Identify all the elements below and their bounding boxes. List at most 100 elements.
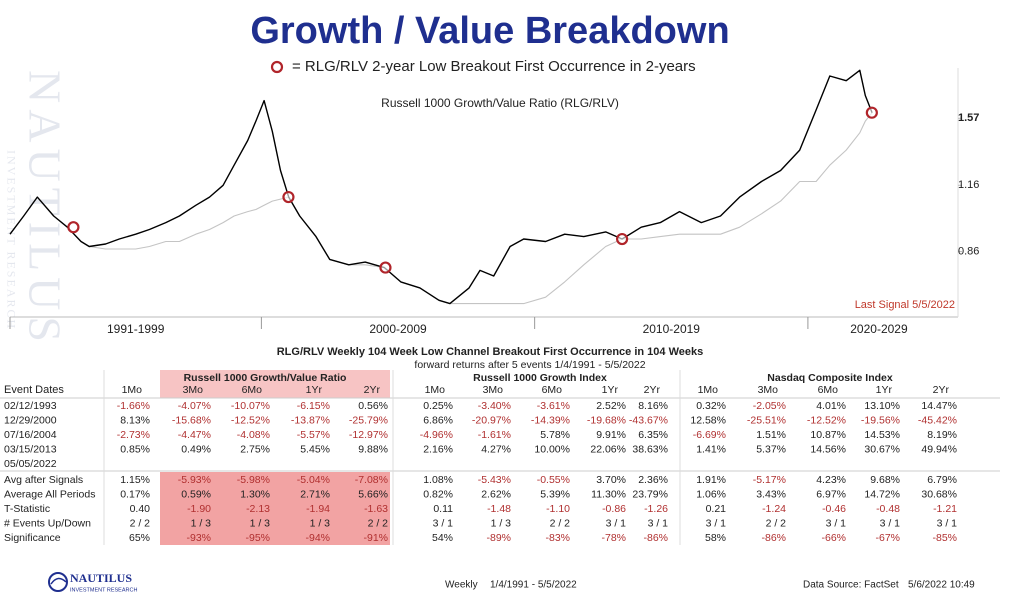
cell: -14.39% (531, 414, 570, 426)
cell: 0.56% (358, 400, 388, 412)
cell: -1.94 (306, 503, 330, 515)
cell: -1.26 (644, 503, 668, 515)
column-header: 3Mo (758, 384, 779, 396)
y-tick-label: 1.16 (958, 179, 979, 191)
signal-marker (865, 106, 878, 119)
cell: 3 / 1 (937, 517, 958, 529)
highlight-summary (160, 472, 390, 545)
footer: NAUTILUS INVESTMENT RESEARCH Weekly 1/4/… (48, 571, 975, 593)
cell: -6.15% (297, 400, 330, 412)
cell: 3 / 1 (433, 517, 454, 529)
cell: -12.97% (349, 429, 388, 441)
cell: -1.66% (117, 400, 150, 412)
cell: -89% (486, 532, 511, 544)
logo-name: NAUTILUS (70, 571, 132, 585)
cell: 1.41% (696, 443, 726, 455)
cell: 0.25% (423, 400, 453, 412)
column-header: 2Yr (644, 384, 661, 396)
column-header: 1Yr (306, 384, 323, 396)
x-band-label: 2020-2029 (850, 322, 908, 336)
x-band-label: 1991-1999 (107, 322, 165, 336)
cell: -86% (761, 532, 786, 544)
cell: -5.93% (178, 474, 211, 486)
cell: 5.45% (300, 443, 330, 455)
cell: -2.73% (117, 429, 150, 441)
cell: 49.94% (921, 443, 957, 455)
cell: -12.52% (231, 414, 270, 426)
cell: 0.11 (433, 503, 453, 515)
column-header: 1Mo (698, 384, 719, 396)
cell: 2 / 2 (130, 517, 151, 529)
cell: -12.52% (807, 414, 846, 426)
y-tick-label: 0.86 (958, 245, 979, 257)
cell: 14.72% (864, 488, 900, 500)
cell: -78% (601, 532, 626, 544)
cell: 2.36% (638, 474, 668, 486)
cell: 0.40 (130, 503, 151, 515)
cell: 6.35% (638, 429, 668, 441)
x-band-label: 2010-2019 (643, 322, 701, 336)
cell: 3 / 1 (880, 517, 901, 529)
watermark-name: NAUTILUS (19, 70, 70, 348)
cell: -10.07% (231, 400, 270, 412)
cell: -13.87% (291, 414, 330, 426)
cell: -2.13 (246, 503, 270, 515)
column-header: 2Yr (933, 384, 950, 396)
cell: -1.61% (478, 429, 511, 441)
cell: 6.97% (816, 488, 846, 500)
cell: -19.56% (861, 414, 900, 426)
legend-marker (270, 60, 284, 74)
cell: 4.01% (816, 400, 846, 412)
row-label: 07/16/2004 (4, 429, 57, 441)
watermark: NAUTILUS INVESTMENT RESEARCH (4, 70, 70, 348)
cell: -5.98% (237, 474, 270, 486)
cell: -15.68% (172, 414, 211, 426)
first-header: Event Dates (4, 384, 64, 396)
cell: -1.21 (933, 503, 957, 515)
cell: 9.91% (596, 429, 626, 441)
group-header: Russell 1000 Growth Index (473, 372, 607, 384)
series-line (9, 69, 873, 305)
cell: 0.49% (181, 443, 211, 455)
cell: 9.88% (358, 443, 388, 455)
cell: 2 / 2 (550, 517, 571, 529)
highlight-header (160, 370, 390, 398)
cell: -0.48 (876, 503, 900, 515)
cell: 1.30% (240, 488, 270, 500)
cell: 5.37% (756, 443, 786, 455)
cell: -86% (643, 532, 668, 544)
cell: 3 / 1 (648, 517, 669, 529)
table: RLG/RLV Weekly 104 Week Low Channel Brea… (0, 346, 1000, 545)
cell: 0.82% (423, 488, 453, 500)
cell: 30.67% (864, 443, 900, 455)
signal-marker (615, 232, 629, 246)
cell: 1.06% (696, 488, 726, 500)
cell: 3.70% (596, 474, 626, 486)
cell: 38.63% (632, 443, 668, 455)
cell: 23.79% (632, 488, 668, 500)
cell: 0.21 (706, 503, 727, 515)
cell: -5.17% (753, 474, 786, 486)
column-header: 6Mo (242, 384, 263, 396)
cell: 0.59% (181, 488, 211, 500)
cell: 8.13% (120, 414, 150, 426)
logo-tagline: INVESTMENT RESEARCH (70, 587, 137, 593)
column-header: 1Yr (602, 384, 619, 396)
column-header: 1Yr (876, 384, 893, 396)
column-header: 1Mo (425, 384, 446, 396)
cell: -83% (545, 532, 570, 544)
cell: 54% (432, 532, 453, 544)
legend-label: = RLG/RLV 2-year Low Breakout First Occu… (292, 58, 696, 75)
cell: -5.04% (297, 474, 330, 486)
column-header: 2Yr (364, 384, 381, 396)
cell: 65% (129, 532, 150, 544)
cell: 5.66% (358, 488, 388, 500)
row-label: 03/15/2013 (4, 443, 57, 455)
page-title: Growth / Value Breakdown (250, 10, 729, 52)
column-header: 1Mo (122, 384, 143, 396)
cell: -1.63 (364, 503, 388, 515)
cell: -0.86 (602, 503, 626, 515)
cell: 1 / 3 (491, 517, 512, 529)
cell: 1.51% (756, 429, 786, 441)
cell: -91% (363, 532, 388, 544)
